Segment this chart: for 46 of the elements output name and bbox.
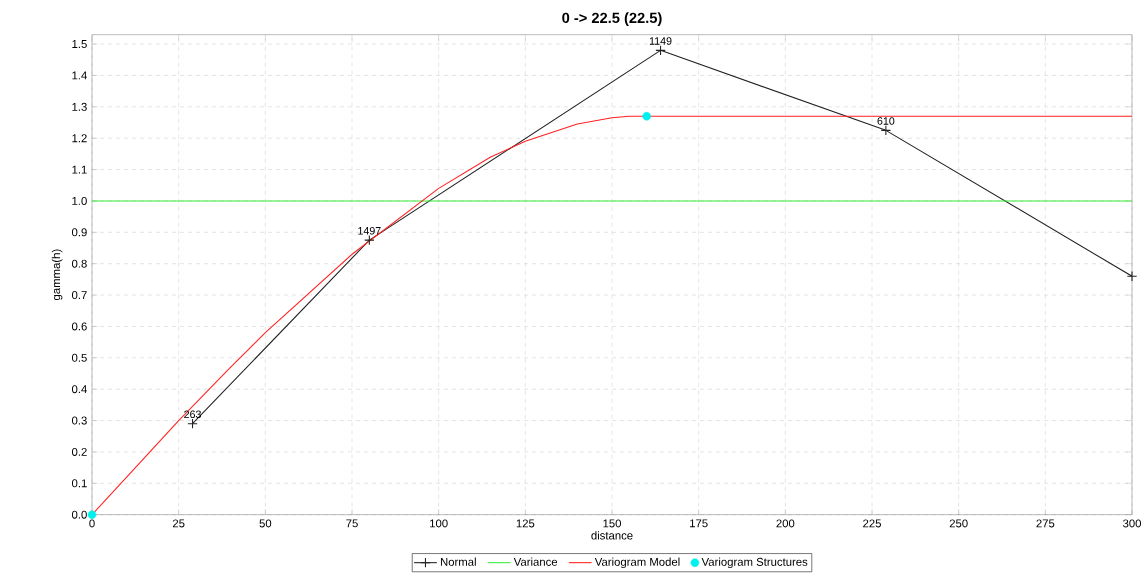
- point: [364, 234, 375, 246]
- x-tick-label: 300: [1122, 519, 1142, 528]
- point: [87, 510, 97, 519]
- y-tick-label: 1.1: [72, 165, 87, 174]
- x-tick-label: 200: [776, 519, 795, 528]
- annotation: 1497: [358, 227, 381, 235]
- x-tick-label: 25: [172, 519, 185, 528]
- x-tick-label: 175: [690, 519, 708, 528]
- legend-label: Variance: [513, 557, 558, 566]
- x-tick-label: 225: [863, 519, 881, 528]
- annotation: 1149: [649, 37, 672, 45]
- y-tick-label: 1.0: [72, 196, 87, 205]
- y-tick-label: 0.4: [71, 385, 87, 394]
- annotation: 610: [877, 117, 895, 125]
- x-tick-label: 75: [346, 519, 358, 528]
- y-tick-label: 1.2: [72, 134, 87, 143]
- y-tick-label: 0.7: [71, 291, 87, 300]
- y-tick-label: 0.0: [71, 510, 87, 519]
- y-tick-label: 0.8: [71, 259, 87, 268]
- chart-title: 0 -> 22.5 (22.5): [562, 12, 662, 26]
- y-tick-label: 0.5: [71, 353, 87, 362]
- y-tick-label: 0.1: [71, 479, 87, 488]
- y-axis-title: gamma(h): [51, 249, 63, 301]
- legend-label: Normal: [440, 557, 476, 566]
- x-tick-label: 0: [89, 519, 95, 528]
- y-tick-label: 0.2: [71, 447, 87, 456]
- point: [1126, 271, 1138, 282]
- legend-label: Variogram Model: [594, 557, 680, 569]
- x-tick-label: 50: [259, 519, 272, 528]
- point: [642, 111, 651, 121]
- y-tick-label: 1.3: [72, 102, 87, 111]
- y-tick-label: 0.9: [71, 228, 87, 237]
- y-tick-label: 1.5: [72, 40, 87, 49]
- x-axis-title: distance: [591, 531, 633, 540]
- x-tick-label: 150: [603, 519, 622, 528]
- x-tick-label: 250: [949, 519, 968, 528]
- x-tick-label: 275: [1036, 519, 1055, 528]
- point: [187, 418, 198, 429]
- point: [880, 125, 892, 136]
- x-tick-label: 100: [430, 519, 448, 528]
- y-tick-label: 1.4: [72, 71, 87, 80]
- x-tick-label: 125: [516, 519, 535, 528]
- y-tick-label: 0.6: [71, 322, 87, 331]
- y-tick-label: 0.3: [71, 416, 87, 425]
- legend-label: Variogram Structures: [701, 557, 808, 569]
- point: [655, 45, 666, 56]
